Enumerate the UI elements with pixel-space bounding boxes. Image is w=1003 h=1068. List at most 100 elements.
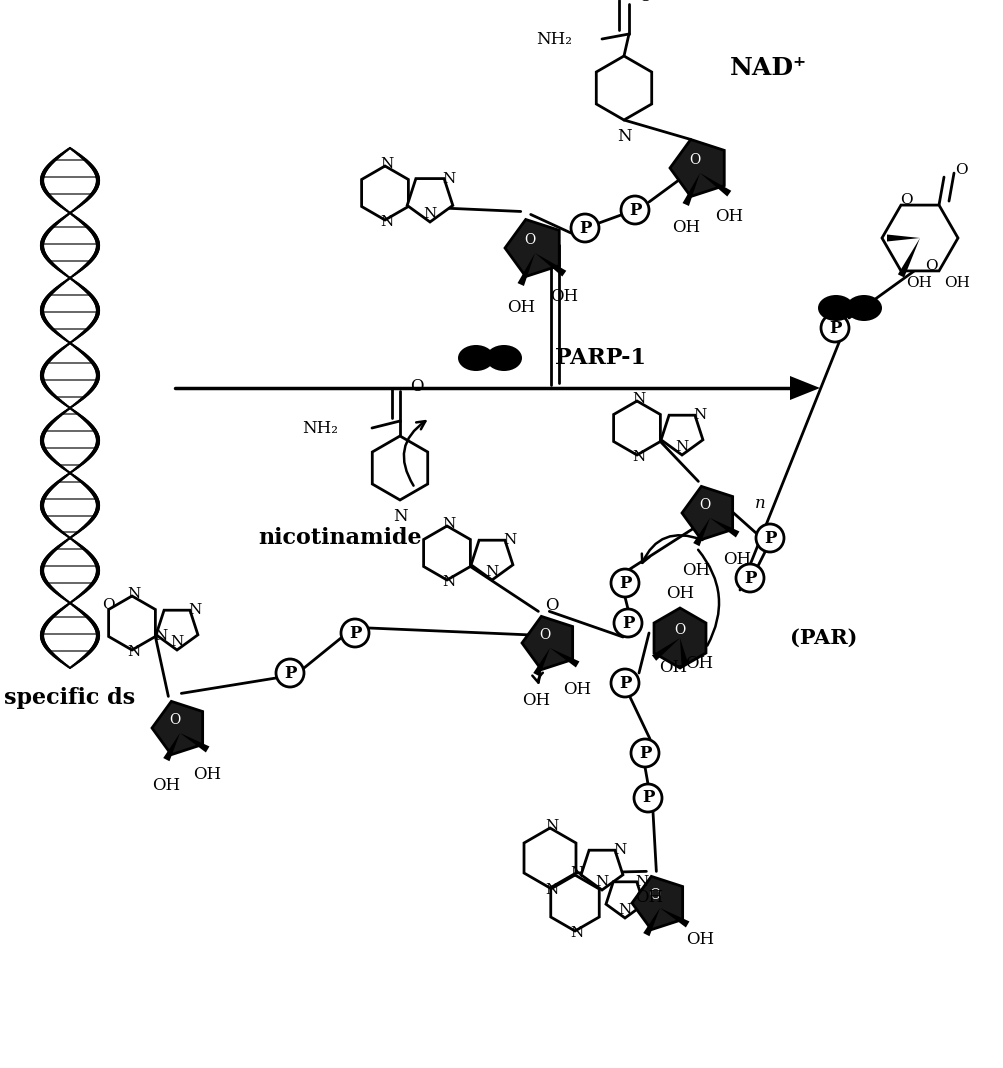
Circle shape bbox=[621, 197, 648, 224]
Text: N: N bbox=[484, 565, 498, 579]
Text: OH: OH bbox=[684, 655, 712, 672]
Text: specific ds: specific ds bbox=[4, 687, 135, 709]
Text: OH: OH bbox=[671, 219, 699, 236]
Text: N: N bbox=[632, 450, 645, 464]
Text: OH: OH bbox=[665, 584, 693, 601]
Polygon shape bbox=[423, 527, 470, 580]
Text: PARP-1: PARP-1 bbox=[555, 347, 645, 370]
Text: N: N bbox=[153, 629, 166, 644]
Polygon shape bbox=[581, 850, 622, 890]
Text: nicotinamide: nicotinamide bbox=[258, 527, 421, 549]
Text: N: N bbox=[392, 508, 407, 525]
Text: OH: OH bbox=[563, 681, 591, 698]
Polygon shape bbox=[151, 702, 203, 755]
Circle shape bbox=[820, 314, 849, 342]
Polygon shape bbox=[361, 166, 408, 220]
Polygon shape bbox=[613, 400, 660, 455]
Text: N: N bbox=[632, 392, 645, 406]
Text: OH: OH bbox=[507, 299, 535, 315]
Text: OH: OH bbox=[550, 287, 578, 304]
Text: OH: OH bbox=[194, 767, 222, 784]
Text: O: O bbox=[524, 233, 535, 247]
Text: N: N bbox=[570, 926, 583, 940]
Text: P: P bbox=[284, 664, 296, 681]
Polygon shape bbox=[669, 140, 723, 197]
Text: O: O bbox=[699, 498, 710, 512]
Text: P: P bbox=[641, 789, 654, 806]
Circle shape bbox=[614, 609, 641, 637]
Polygon shape bbox=[180, 733, 210, 753]
Text: P: P bbox=[638, 744, 651, 761]
Text: N: N bbox=[442, 172, 455, 186]
Text: P: P bbox=[618, 675, 631, 691]
Text: (PAR): (PAR) bbox=[789, 628, 857, 648]
Text: N: N bbox=[618, 904, 631, 917]
Text: OH: OH bbox=[714, 207, 742, 224]
Polygon shape bbox=[699, 173, 730, 197]
Text: O: O bbox=[689, 153, 700, 167]
Text: P: P bbox=[628, 202, 641, 219]
Text: N: N bbox=[616, 128, 631, 145]
Text: O: O bbox=[545, 597, 559, 613]
Text: OH: OH bbox=[905, 276, 931, 289]
Text: N: N bbox=[380, 215, 393, 229]
Text: P: P bbox=[579, 220, 591, 236]
Circle shape bbox=[755, 524, 783, 552]
Polygon shape bbox=[681, 486, 732, 539]
Text: OH: OH bbox=[634, 890, 662, 907]
Text: N: N bbox=[613, 844, 626, 858]
Polygon shape bbox=[550, 648, 579, 668]
Text: P: P bbox=[621, 614, 634, 631]
Polygon shape bbox=[659, 908, 689, 927]
Text: O: O bbox=[539, 628, 550, 642]
Polygon shape bbox=[643, 908, 659, 937]
Polygon shape bbox=[522, 616, 572, 670]
Text: N: N bbox=[127, 587, 140, 601]
Text: N: N bbox=[442, 517, 455, 531]
Text: N: N bbox=[545, 819, 558, 833]
Polygon shape bbox=[535, 253, 566, 277]
Text: P: P bbox=[348, 625, 361, 642]
Polygon shape bbox=[886, 235, 919, 241]
Polygon shape bbox=[789, 376, 819, 400]
Text: P: P bbox=[618, 575, 631, 592]
Polygon shape bbox=[653, 608, 705, 668]
Text: N: N bbox=[423, 207, 436, 221]
Text: OH: OH bbox=[685, 931, 713, 948]
Text: O: O bbox=[170, 713, 181, 727]
Text: NH₂: NH₂ bbox=[302, 420, 338, 437]
Text: N: N bbox=[675, 440, 688, 454]
Text: OH: OH bbox=[152, 776, 181, 794]
Polygon shape bbox=[407, 178, 452, 222]
Text: O: O bbox=[102, 597, 114, 612]
Text: N: N bbox=[595, 875, 608, 889]
Text: O: O bbox=[899, 193, 912, 207]
Text: NH₂: NH₂ bbox=[536, 31, 572, 47]
Text: OH: OH bbox=[522, 692, 550, 709]
Text: N: N bbox=[171, 635, 184, 649]
Text: N: N bbox=[189, 603, 202, 617]
Text: O: O bbox=[637, 0, 651, 4]
Circle shape bbox=[611, 669, 638, 697]
Text: O: O bbox=[954, 163, 967, 177]
Text: N: N bbox=[635, 875, 648, 889]
Polygon shape bbox=[596, 56, 651, 120]
Text: N: N bbox=[380, 157, 393, 171]
Text: N: N bbox=[693, 408, 706, 422]
Text: NAD⁺: NAD⁺ bbox=[729, 56, 806, 80]
Polygon shape bbox=[897, 238, 919, 278]
Text: P: P bbox=[743, 569, 755, 586]
Circle shape bbox=[571, 214, 599, 242]
Polygon shape bbox=[155, 610, 198, 650]
Polygon shape bbox=[679, 638, 688, 665]
Text: N: N bbox=[127, 645, 140, 659]
Text: P: P bbox=[763, 530, 775, 547]
Ellipse shape bbox=[817, 295, 854, 321]
Text: N: N bbox=[442, 575, 455, 588]
Polygon shape bbox=[163, 733, 180, 761]
Polygon shape bbox=[682, 173, 699, 206]
Polygon shape bbox=[660, 415, 702, 455]
Text: n: n bbox=[754, 494, 764, 512]
Polygon shape bbox=[692, 518, 709, 546]
Polygon shape bbox=[651, 638, 679, 661]
